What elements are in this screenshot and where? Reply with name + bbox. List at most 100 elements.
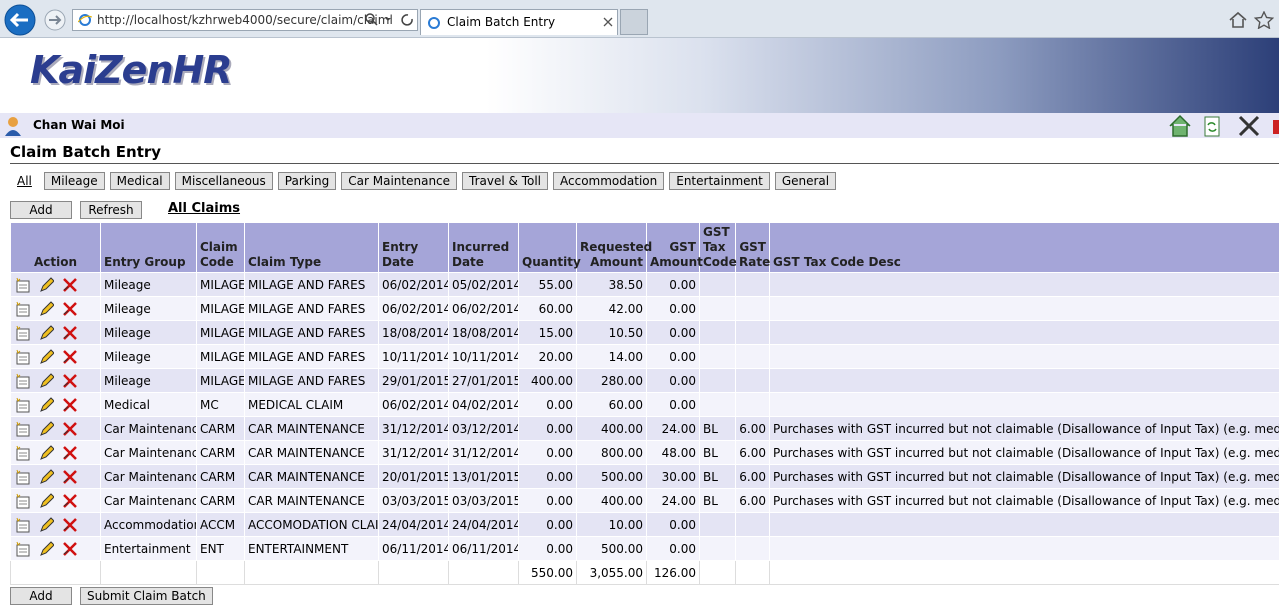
table-cell: 400.00	[519, 369, 577, 393]
browser-icons[interactable]	[1228, 11, 1274, 29]
delete-icon[interactable]	[62, 445, 78, 461]
delete-icon[interactable]	[62, 373, 78, 389]
filter-button[interactable]: Parking	[278, 172, 337, 190]
delete-icon[interactable]	[62, 349, 78, 365]
delete-icon[interactable]	[62, 325, 78, 341]
table-cell: 06/02/2014	[379, 273, 449, 297]
view-icon[interactable]	[14, 397, 30, 413]
filter-button[interactable]: Car Maintenance	[341, 172, 457, 190]
table-cell	[700, 393, 736, 417]
view-icon[interactable]	[14, 277, 30, 293]
toolbar-icons[interactable]	[1166, 113, 1279, 139]
filter-button[interactable]: General	[775, 172, 836, 190]
view-icon[interactable]	[14, 349, 30, 365]
view-icon[interactable]	[14, 301, 30, 317]
table-cell: CARM	[197, 465, 245, 489]
filter-button[interactable]: Travel & Toll	[462, 172, 548, 190]
table-cell: 0.00	[647, 513, 700, 537]
edit-icon[interactable]	[38, 373, 54, 389]
action-cell	[11, 513, 101, 537]
edit-icon[interactable]	[38, 517, 54, 533]
table-cell: Car Maintenance	[101, 441, 197, 465]
table-container: ActionEntry GroupClaim CodeClaim TypeEnt…	[10, 222, 1279, 585]
view-icon[interactable]	[14, 469, 30, 485]
nav-buttons[interactable]	[3, 3, 69, 37]
edit-icon[interactable]	[38, 421, 54, 437]
table-cell: 31/12/2014	[379, 441, 449, 465]
view-icon[interactable]	[14, 421, 30, 437]
table-cell: 03/12/2014	[449, 417, 519, 441]
view-icon[interactable]	[14, 541, 30, 557]
view-icon[interactable]	[14, 493, 30, 509]
table-cell: 6.00	[736, 417, 770, 441]
delete-icon[interactable]	[62, 469, 78, 485]
filter-button[interactable]: Mileage	[44, 172, 105, 190]
edit-icon[interactable]	[38, 541, 54, 557]
delete-icon[interactable]	[62, 517, 78, 533]
total-cell	[449, 561, 519, 585]
table-cell: BL	[700, 489, 736, 513]
filter-button[interactable]: Accommodation	[553, 172, 664, 190]
edit-icon[interactable]	[38, 277, 54, 293]
table-cell: MILAGE AND FARES	[245, 369, 379, 393]
table-cell: 27/01/2015	[449, 369, 519, 393]
button[interactable]: Refresh	[80, 201, 142, 219]
delete-icon[interactable]	[62, 421, 78, 437]
table-cell: 0.00	[647, 321, 700, 345]
button[interactable]: Add	[10, 587, 72, 605]
table-cell: 0.00	[519, 513, 577, 537]
filter-button[interactable]: Entertainment	[669, 172, 770, 190]
edit-icon[interactable]	[38, 445, 54, 461]
table-cell: 24.00	[647, 489, 700, 513]
table-cell: 24/04/2014	[449, 513, 519, 537]
view-icon[interactable]	[14, 373, 30, 389]
table-cell: 06/02/2014	[449, 297, 519, 321]
new-tab[interactable]	[620, 9, 648, 35]
edit-icon[interactable]	[38, 493, 54, 509]
table-cell: MEDICAL CLAIM	[245, 393, 379, 417]
edit-icon[interactable]	[38, 469, 54, 485]
button[interactable]: Submit Claim Batch	[80, 587, 213, 605]
filter-button[interactable]: All	[10, 172, 39, 190]
table-cell: 48.00	[647, 441, 700, 465]
delete-icon[interactable]	[62, 301, 78, 317]
table-row: AccommodationACCMACCOMODATION CLAIM24/04…	[11, 513, 1279, 537]
table-cell: Mileage	[101, 369, 197, 393]
table-cell	[770, 321, 1279, 345]
edit-icon[interactable]	[38, 325, 54, 341]
action-cell	[11, 369, 101, 393]
edit-icon[interactable]	[38, 349, 54, 365]
table-cell: Car Maintenance	[101, 465, 197, 489]
action-cell	[11, 537, 101, 561]
column-header: GST Tax Code Desc	[770, 223, 1279, 273]
view-icon[interactable]	[14, 445, 30, 461]
view-icon[interactable]	[14, 517, 30, 533]
edit-icon[interactable]	[38, 397, 54, 413]
table-cell: 18/08/2014	[449, 321, 519, 345]
filter-button[interactable]: Miscellaneous	[175, 172, 273, 190]
total-cell	[379, 561, 449, 585]
user-icon	[4, 116, 22, 136]
browser-tab[interactable]: Claim Batch Entry	[420, 9, 618, 35]
table-cell: 04/02/2014	[449, 393, 519, 417]
table-cell: ENT	[197, 537, 245, 561]
column-header: Requested Amount	[577, 223, 647, 273]
column-header: GST Tax Code	[700, 223, 736, 273]
delete-icon[interactable]	[62, 541, 78, 557]
table-cell: 06/11/2014	[379, 537, 449, 561]
view-icon[interactable]	[14, 325, 30, 341]
delete-icon[interactable]	[62, 397, 78, 413]
table-cell	[700, 369, 736, 393]
table-cell: Purchases with GST incurred but not clai…	[770, 441, 1279, 465]
delete-icon[interactable]	[62, 277, 78, 293]
table-cell: 42.00	[577, 297, 647, 321]
tab-close[interactable]	[603, 17, 613, 27]
filter-button[interactable]: Medical	[110, 172, 170, 190]
delete-icon[interactable]	[62, 493, 78, 509]
edit-icon[interactable]	[38, 301, 54, 317]
table-cell	[736, 369, 770, 393]
table-cell	[700, 513, 736, 537]
address-controls[interactable]	[364, 12, 416, 28]
action-cell	[11, 489, 101, 513]
button[interactable]: Add	[10, 201, 72, 219]
